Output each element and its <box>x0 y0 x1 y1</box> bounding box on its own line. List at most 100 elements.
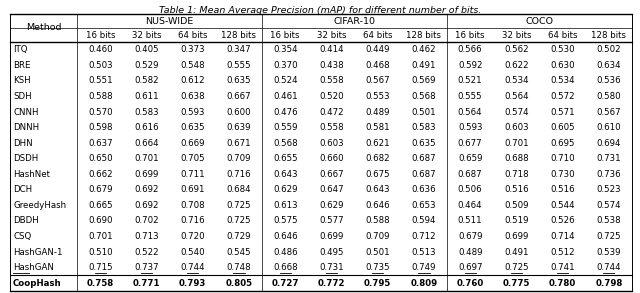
Text: 0.780: 0.780 <box>549 279 576 288</box>
Text: 0.637: 0.637 <box>88 139 113 148</box>
Text: 0.566: 0.566 <box>458 45 483 54</box>
Text: 0.687: 0.687 <box>412 170 436 179</box>
Text: 0.562: 0.562 <box>504 45 529 54</box>
Text: 0.373: 0.373 <box>180 45 205 54</box>
Text: GreedyHash: GreedyHash <box>13 201 66 210</box>
Text: 0.544: 0.544 <box>550 201 575 210</box>
Text: 0.610: 0.610 <box>596 123 621 132</box>
Text: 0.629: 0.629 <box>273 185 298 194</box>
Text: 0.462: 0.462 <box>412 45 436 54</box>
Text: 0.449: 0.449 <box>365 45 390 54</box>
Text: HashGAN: HashGAN <box>13 263 54 272</box>
Text: 0.690: 0.690 <box>88 217 113 226</box>
Text: 0.727: 0.727 <box>271 279 299 288</box>
Text: 0.694: 0.694 <box>596 139 621 148</box>
Text: 0.613: 0.613 <box>273 201 298 210</box>
Text: 0.679: 0.679 <box>88 185 113 194</box>
Text: HashNet: HashNet <box>13 170 50 179</box>
Text: 0.414: 0.414 <box>319 45 344 54</box>
Text: 0.568: 0.568 <box>412 92 436 101</box>
Text: KSH: KSH <box>13 76 31 85</box>
Text: 0.646: 0.646 <box>273 232 298 241</box>
Text: 0.593: 0.593 <box>458 123 483 132</box>
Text: COCO: COCO <box>525 16 554 25</box>
Text: HashGAN-1: HashGAN-1 <box>13 248 63 257</box>
Text: 0.744: 0.744 <box>596 263 621 272</box>
Text: CIFAR-10: CIFAR-10 <box>333 16 376 25</box>
Text: 0.502: 0.502 <box>596 45 621 54</box>
Text: 0.553: 0.553 <box>365 92 390 101</box>
Text: 0.594: 0.594 <box>412 217 436 226</box>
Text: 0.653: 0.653 <box>412 201 436 210</box>
Text: 0.635: 0.635 <box>412 139 436 148</box>
Text: 0.671: 0.671 <box>227 139 252 148</box>
Text: 0.545: 0.545 <box>227 248 252 257</box>
Text: 0.638: 0.638 <box>180 92 205 101</box>
Text: 0.714: 0.714 <box>550 232 575 241</box>
Text: 0.524: 0.524 <box>273 76 298 85</box>
Text: 0.509: 0.509 <box>504 201 529 210</box>
Text: 0.662: 0.662 <box>88 170 113 179</box>
Text: 0.650: 0.650 <box>88 154 113 163</box>
Text: 0.582: 0.582 <box>134 76 159 85</box>
Text: 0.468: 0.468 <box>365 61 390 70</box>
Text: BRE: BRE <box>13 61 31 70</box>
Text: 0.559: 0.559 <box>273 123 298 132</box>
Text: 0.660: 0.660 <box>319 154 344 163</box>
Text: 0.489: 0.489 <box>365 108 390 117</box>
Text: 0.574: 0.574 <box>504 108 529 117</box>
Text: 0.600: 0.600 <box>227 108 252 117</box>
Text: 0.715: 0.715 <box>88 263 113 272</box>
Text: 0.605: 0.605 <box>550 123 575 132</box>
Text: 0.491: 0.491 <box>412 61 436 70</box>
Text: 0.635: 0.635 <box>227 76 252 85</box>
Text: 0.692: 0.692 <box>134 201 159 210</box>
Text: 0.702: 0.702 <box>134 217 159 226</box>
Text: 0.551: 0.551 <box>88 76 113 85</box>
Text: 0.461: 0.461 <box>273 92 298 101</box>
Text: 0.771: 0.771 <box>132 279 160 288</box>
Text: 0.664: 0.664 <box>134 139 159 148</box>
Text: 0.555: 0.555 <box>227 61 252 70</box>
Text: 0.526: 0.526 <box>550 217 575 226</box>
Text: DSDH: DSDH <box>13 154 38 163</box>
Text: CSQ: CSQ <box>13 232 31 241</box>
Text: 0.630: 0.630 <box>550 61 575 70</box>
Text: 0.512: 0.512 <box>550 248 575 257</box>
Text: 0.691: 0.691 <box>180 185 205 194</box>
Text: 64 bits: 64 bits <box>548 30 577 40</box>
Text: 0.749: 0.749 <box>412 263 436 272</box>
Text: 0.567: 0.567 <box>365 76 390 85</box>
Text: 0.495: 0.495 <box>319 248 344 257</box>
Text: 0.621: 0.621 <box>365 139 390 148</box>
Text: 0.699: 0.699 <box>504 232 529 241</box>
Text: 0.540: 0.540 <box>180 248 205 257</box>
Text: 0.593: 0.593 <box>180 108 205 117</box>
Text: 0.705: 0.705 <box>180 154 205 163</box>
Text: 0.667: 0.667 <box>319 170 344 179</box>
Text: 0.513: 0.513 <box>412 248 436 257</box>
Text: 0.581: 0.581 <box>365 123 390 132</box>
Text: Method: Method <box>26 23 61 33</box>
Text: 0.710: 0.710 <box>550 154 575 163</box>
Text: 0.501: 0.501 <box>365 248 390 257</box>
Text: 0.405: 0.405 <box>134 45 159 54</box>
Text: 0.534: 0.534 <box>504 76 529 85</box>
Text: 0.583: 0.583 <box>412 123 436 132</box>
Text: 0.697: 0.697 <box>458 263 483 272</box>
Text: 0.460: 0.460 <box>88 45 113 54</box>
Text: 0.580: 0.580 <box>596 92 621 101</box>
Text: 0.718: 0.718 <box>504 170 529 179</box>
Text: 0.669: 0.669 <box>180 139 205 148</box>
Text: 0.555: 0.555 <box>458 92 483 101</box>
Text: 0.725: 0.725 <box>227 201 252 210</box>
Text: 0.438: 0.438 <box>319 61 344 70</box>
Text: 0.354: 0.354 <box>273 45 298 54</box>
Text: 0.521: 0.521 <box>458 76 483 85</box>
Text: 0.571: 0.571 <box>550 108 575 117</box>
Text: 0.523: 0.523 <box>596 185 621 194</box>
Text: 0.665: 0.665 <box>88 201 113 210</box>
Text: 0.643: 0.643 <box>273 170 298 179</box>
Text: 0.716: 0.716 <box>180 217 205 226</box>
Text: 0.809: 0.809 <box>410 279 438 288</box>
